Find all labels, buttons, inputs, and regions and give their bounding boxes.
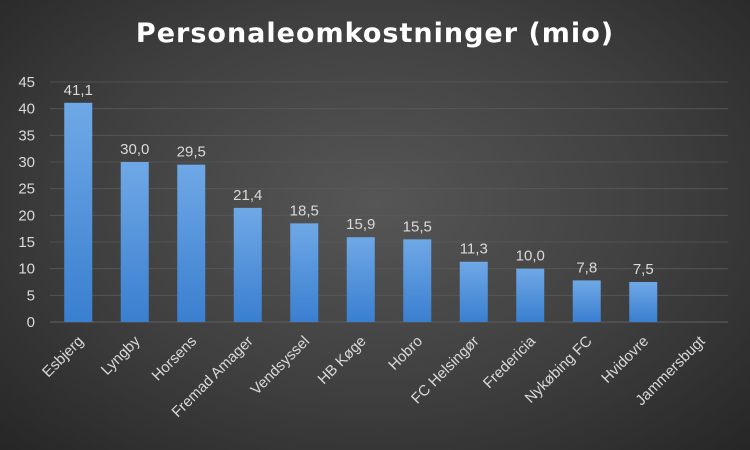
data-label: 41,1 bbox=[64, 82, 93, 99]
bar bbox=[572, 280, 601, 322]
data-label: 10,0 bbox=[516, 248, 545, 265]
y-tick-label: 45 bbox=[18, 74, 35, 91]
y-tick-label: 25 bbox=[18, 181, 35, 198]
y-tick-label: 15 bbox=[18, 234, 35, 251]
data-label: 29,5 bbox=[177, 144, 206, 161]
y-tick-label: 10 bbox=[18, 261, 35, 278]
bar bbox=[629, 282, 658, 322]
data-label: 7,5 bbox=[633, 261, 654, 278]
bar bbox=[290, 223, 319, 322]
data-labels: 41,1 30,0 29,5 21,4 18,5 15,9 15,5 11,3 10,0 7,8 7… bbox=[64, 82, 654, 278]
y-tick-label: 20 bbox=[18, 207, 35, 224]
bar bbox=[516, 268, 545, 322]
y-tick-label: 5 bbox=[27, 287, 35, 304]
gridlines bbox=[50, 81, 728, 323]
bar bbox=[459, 261, 488, 322]
y-axis: 0 5 10 15 20 25 30 35 40 45 bbox=[18, 74, 35, 331]
x-tick-label: Vendsyssel bbox=[247, 333, 313, 399]
y-tick-label: 30 bbox=[18, 154, 35, 171]
data-label: 30,0 bbox=[120, 141, 149, 158]
bars bbox=[64, 102, 658, 322]
x-tick-label: HB Køge bbox=[315, 333, 370, 388]
bar bbox=[120, 162, 149, 322]
y-tick-label: 40 bbox=[18, 101, 35, 118]
bar bbox=[346, 237, 375, 322]
y-tick-label: 35 bbox=[18, 127, 35, 144]
data-label: 7,8 bbox=[576, 259, 597, 276]
data-label: 15,9 bbox=[346, 216, 375, 233]
x-tick-label: Horsens bbox=[149, 333, 201, 385]
x-tick-label: Hvidovre bbox=[598, 333, 652, 387]
x-tick-label: Lyngby bbox=[98, 332, 144, 378]
bar bbox=[177, 164, 206, 322]
data-label: 11,3 bbox=[460, 241, 488, 258]
data-label: 18,5 bbox=[290, 202, 319, 219]
y-tick-label: 0 bbox=[27, 314, 35, 331]
bar bbox=[64, 102, 93, 322]
bar bbox=[233, 207, 262, 322]
bar bbox=[403, 239, 432, 322]
data-label: 15,5 bbox=[403, 218, 432, 235]
chart-title: Personaleomkostninger (mio) bbox=[135, 18, 615, 49]
x-tick-label: Esbjerg bbox=[39, 333, 87, 381]
x-tick-label: Hobro bbox=[385, 333, 426, 374]
x-tick-label: Fredericia bbox=[480, 332, 540, 392]
data-label: 21,4 bbox=[233, 187, 262, 204]
